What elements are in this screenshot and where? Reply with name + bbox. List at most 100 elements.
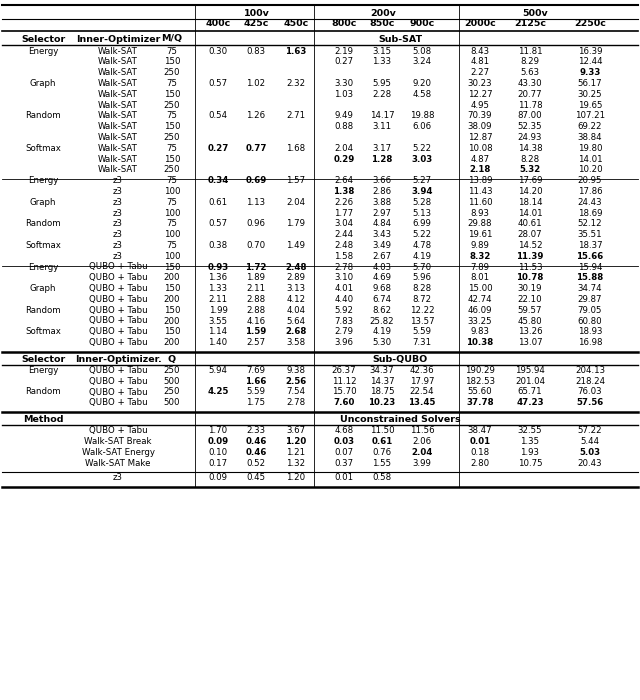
Text: 20.43: 20.43 xyxy=(578,458,602,468)
Text: 0.27: 0.27 xyxy=(335,57,353,66)
Text: 10.23: 10.23 xyxy=(369,398,396,407)
Text: 182.53: 182.53 xyxy=(465,377,495,386)
Text: 2.97: 2.97 xyxy=(372,209,392,218)
Text: 200: 200 xyxy=(164,273,180,282)
Text: 0.76: 0.76 xyxy=(372,448,392,456)
Text: 47.23: 47.23 xyxy=(516,398,544,407)
Text: 75: 75 xyxy=(166,219,177,228)
Text: 5.30: 5.30 xyxy=(372,338,392,347)
Text: 14.37: 14.37 xyxy=(370,377,394,386)
Text: 11.53: 11.53 xyxy=(518,262,542,272)
Text: 2.19: 2.19 xyxy=(335,46,353,55)
Text: 2.79: 2.79 xyxy=(335,328,353,336)
Text: 16.39: 16.39 xyxy=(578,46,602,55)
Text: 2.33: 2.33 xyxy=(246,426,266,435)
Text: 3.13: 3.13 xyxy=(287,284,305,293)
Text: 2.04: 2.04 xyxy=(412,448,433,456)
Text: 75: 75 xyxy=(166,241,177,250)
Text: 150: 150 xyxy=(164,262,180,272)
Text: 3.49: 3.49 xyxy=(372,241,392,250)
Text: 11.78: 11.78 xyxy=(518,101,542,109)
Text: 1.33: 1.33 xyxy=(372,57,392,66)
Text: 57.56: 57.56 xyxy=(577,398,604,407)
Text: 4.04: 4.04 xyxy=(287,306,305,315)
Text: 150: 150 xyxy=(164,90,180,99)
Text: 56.17: 56.17 xyxy=(578,79,602,88)
Text: 38.09: 38.09 xyxy=(468,122,492,131)
Text: 75: 75 xyxy=(166,176,177,185)
Text: Walk-SAT Make: Walk-SAT Make xyxy=(85,458,151,468)
Text: 1.40: 1.40 xyxy=(209,338,228,347)
Text: z3: z3 xyxy=(113,241,123,250)
Text: 150: 150 xyxy=(164,155,180,164)
Text: 9.83: 9.83 xyxy=(470,328,490,336)
Text: 2.26: 2.26 xyxy=(335,197,353,206)
Text: 1.33: 1.33 xyxy=(209,284,228,293)
Text: 10.38: 10.38 xyxy=(467,338,493,347)
Text: QUBO + Tabu: QUBO + Tabu xyxy=(89,338,147,347)
Text: 5.32: 5.32 xyxy=(520,165,541,174)
Text: 1.13: 1.13 xyxy=(246,197,266,206)
Text: 5.44: 5.44 xyxy=(580,437,600,446)
Text: 2.71: 2.71 xyxy=(287,111,305,120)
Text: 8.28: 8.28 xyxy=(412,284,431,293)
Text: 12.87: 12.87 xyxy=(468,133,492,142)
Text: QUBO + Tabu: QUBO + Tabu xyxy=(89,306,147,315)
Text: 200: 200 xyxy=(164,338,180,347)
Text: 0.57: 0.57 xyxy=(209,79,228,88)
Text: 0.70: 0.70 xyxy=(246,241,266,250)
Text: 28.07: 28.07 xyxy=(518,230,542,239)
Text: 69.22: 69.22 xyxy=(578,122,602,131)
Text: 11.50: 11.50 xyxy=(370,426,394,435)
Text: QUBO + Tabu: QUBO + Tabu xyxy=(89,284,147,293)
Text: 0.61: 0.61 xyxy=(209,197,228,206)
Text: 3.03: 3.03 xyxy=(412,155,433,164)
Text: 3.88: 3.88 xyxy=(372,197,392,206)
Text: z3: z3 xyxy=(113,230,123,239)
Text: 6.99: 6.99 xyxy=(413,219,431,228)
Text: Walk-SAT Energy: Walk-SAT Energy xyxy=(81,448,154,456)
Text: Graph: Graph xyxy=(29,79,56,88)
Text: 5.22: 5.22 xyxy=(412,230,431,239)
Text: z3: z3 xyxy=(113,252,123,260)
Text: 250: 250 xyxy=(164,388,180,396)
Text: Walk-SAT: Walk-SAT xyxy=(98,155,138,164)
Text: 65.71: 65.71 xyxy=(518,388,542,396)
Text: 0.46: 0.46 xyxy=(245,448,267,456)
Text: 0.96: 0.96 xyxy=(246,219,266,228)
Text: 29.87: 29.87 xyxy=(578,295,602,304)
Text: QUBO + Tabu: QUBO + Tabu xyxy=(89,316,147,326)
Text: 18.75: 18.75 xyxy=(370,388,394,396)
Text: QUBO + Tabu: QUBO + Tabu xyxy=(89,388,147,396)
Text: 1.93: 1.93 xyxy=(520,448,540,456)
Text: 4.84: 4.84 xyxy=(372,219,392,228)
Text: Method: Method xyxy=(23,415,63,424)
Text: 52.12: 52.12 xyxy=(578,219,602,228)
Text: 1.21: 1.21 xyxy=(287,448,305,456)
Text: z3: z3 xyxy=(113,176,123,185)
Text: 7.83: 7.83 xyxy=(335,316,353,326)
Text: 13.89: 13.89 xyxy=(468,176,492,185)
Text: 4.78: 4.78 xyxy=(412,241,431,250)
Text: 15.88: 15.88 xyxy=(577,273,604,282)
Text: z3: z3 xyxy=(113,197,123,206)
Text: 7.60: 7.60 xyxy=(333,398,355,407)
Text: 70.39: 70.39 xyxy=(468,111,492,120)
Text: 2250c: 2250c xyxy=(574,20,606,29)
Text: 20.77: 20.77 xyxy=(518,90,542,99)
Text: 1.49: 1.49 xyxy=(287,241,305,250)
Text: Walk-SAT: Walk-SAT xyxy=(98,144,138,153)
Text: Energy: Energy xyxy=(28,46,58,55)
Text: 1.02: 1.02 xyxy=(246,79,266,88)
Text: 14.38: 14.38 xyxy=(518,144,542,153)
Text: 9.38: 9.38 xyxy=(287,366,305,375)
Text: 0.88: 0.88 xyxy=(335,122,353,131)
Text: 0.58: 0.58 xyxy=(372,473,392,482)
Text: z3: z3 xyxy=(113,219,123,228)
Text: 1.36: 1.36 xyxy=(209,273,228,282)
Text: 2.88: 2.88 xyxy=(246,295,266,304)
Text: Walk-SAT: Walk-SAT xyxy=(98,133,138,142)
Text: 100: 100 xyxy=(164,187,180,196)
Text: 8.72: 8.72 xyxy=(412,295,431,304)
Text: 1.66: 1.66 xyxy=(245,377,267,386)
